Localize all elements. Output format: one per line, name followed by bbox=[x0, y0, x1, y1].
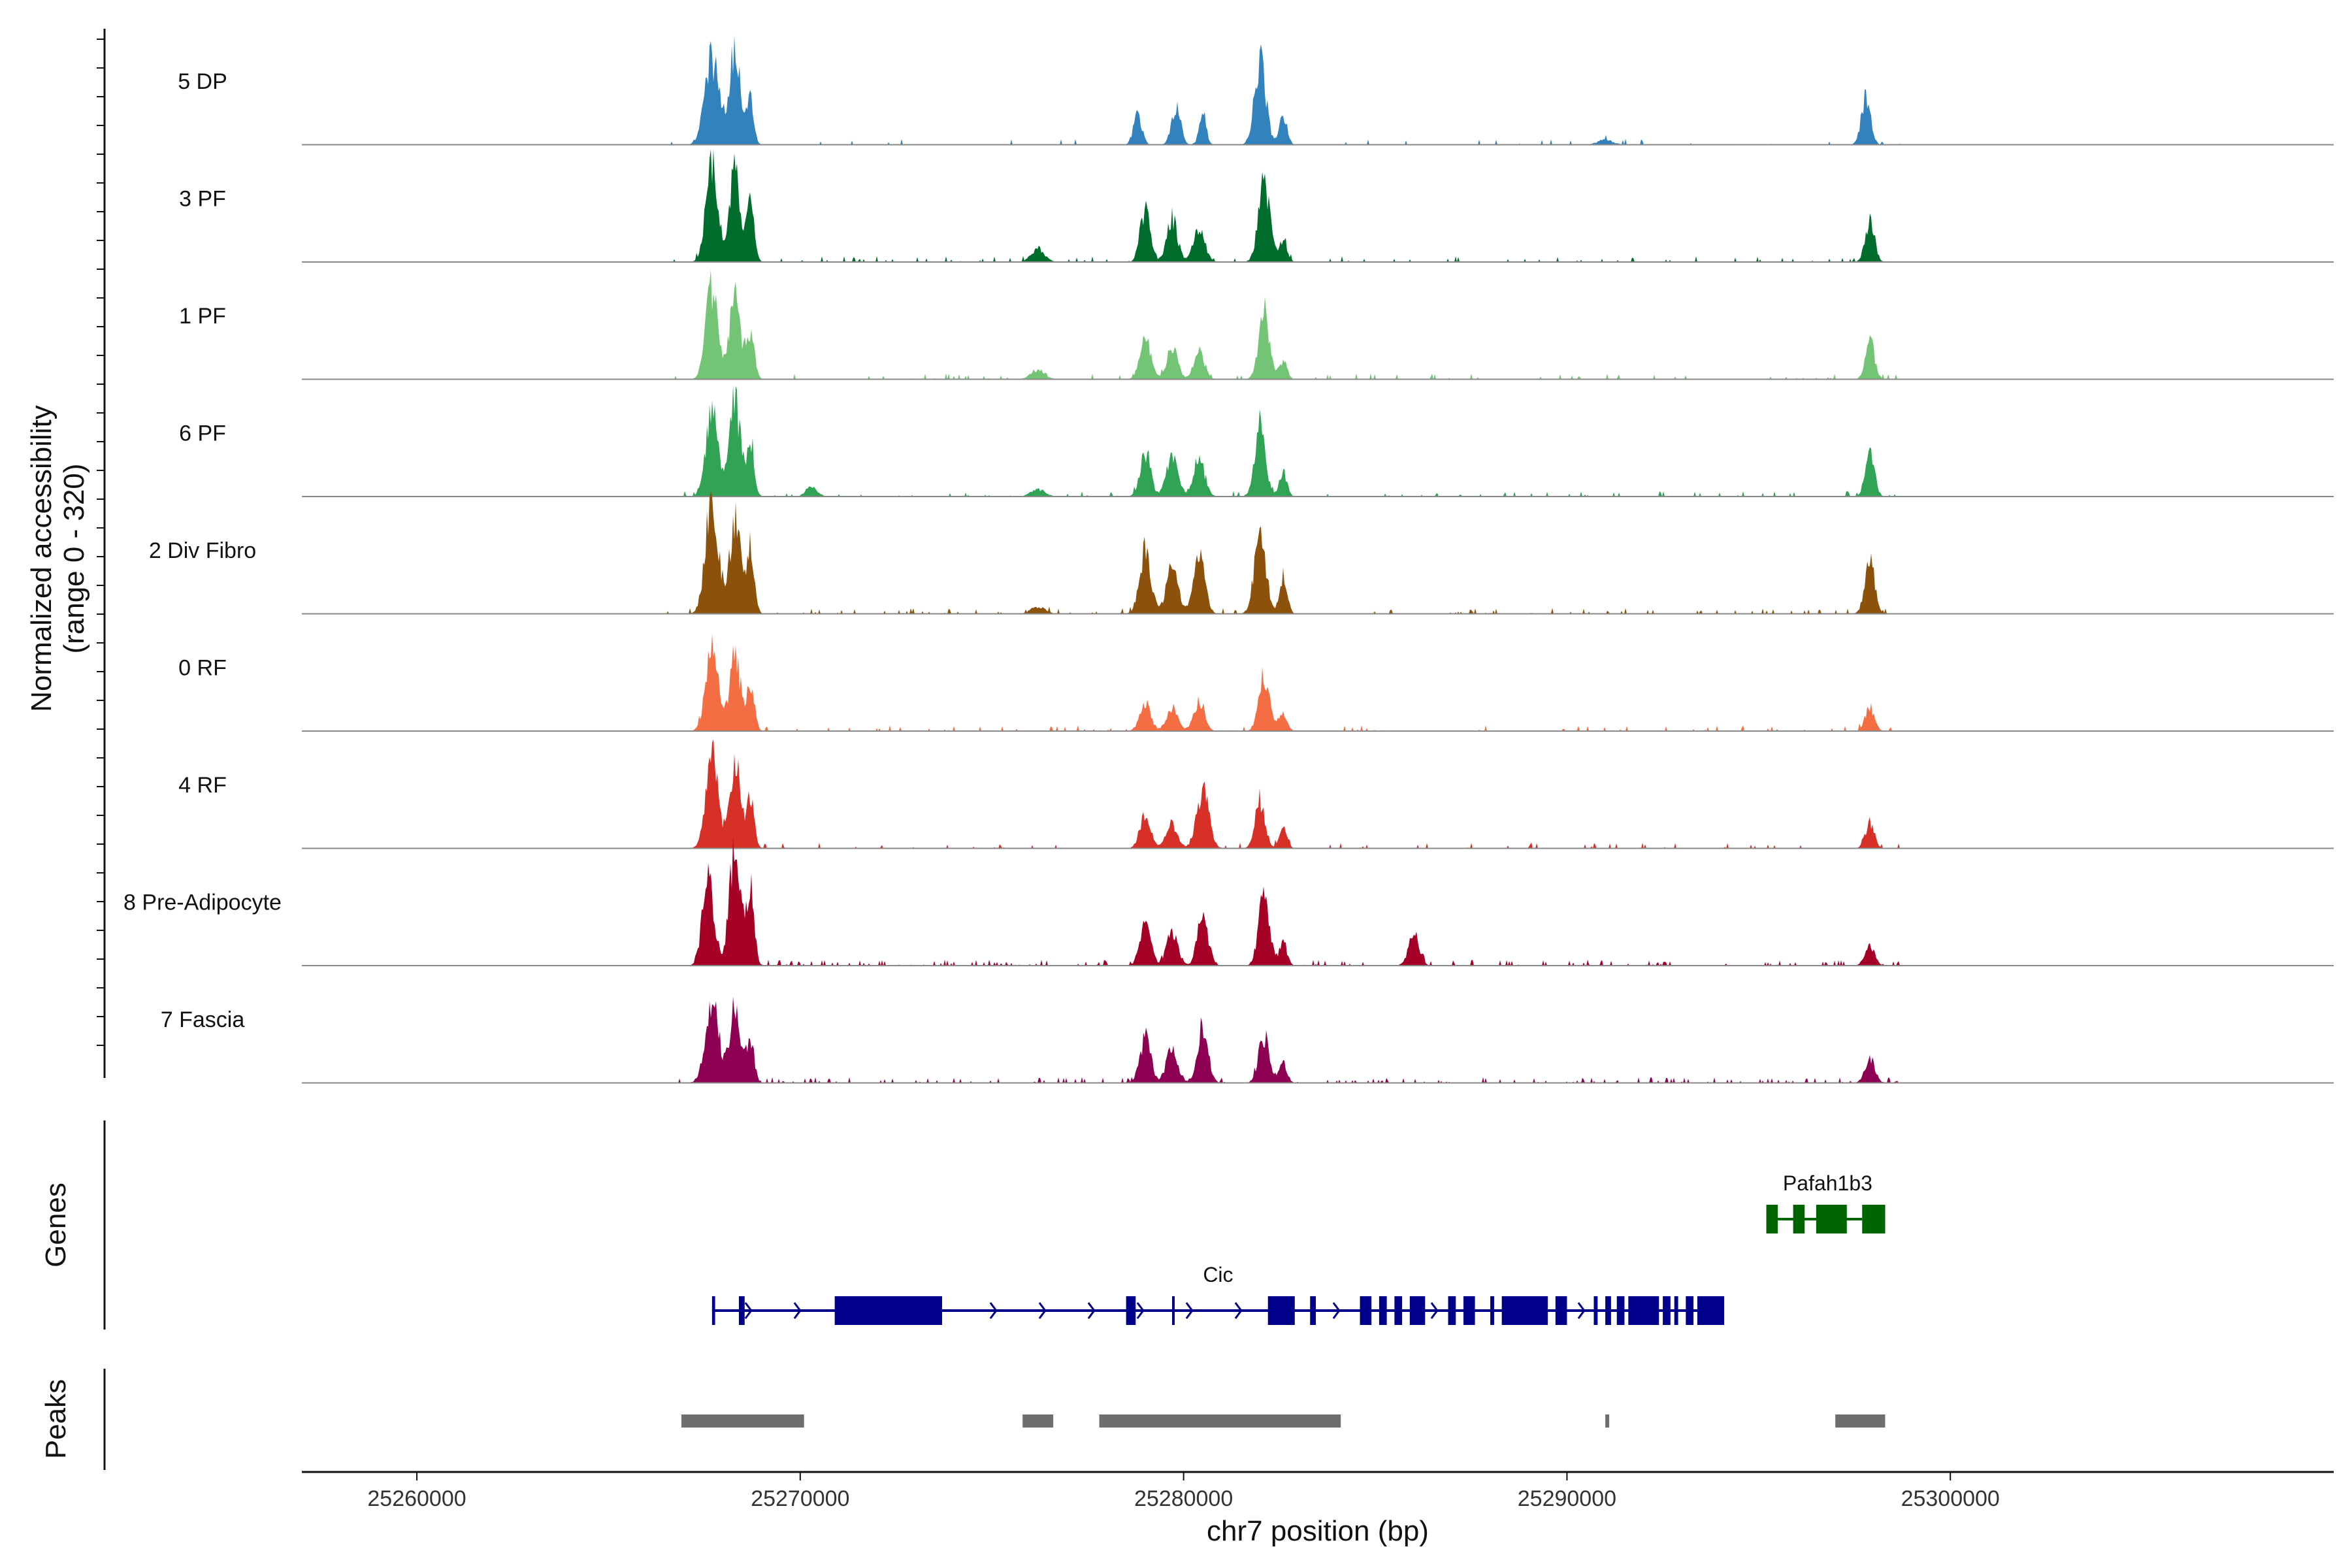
exon-Cic-20 bbox=[1663, 1296, 1671, 1325]
exon-Cic-5 bbox=[1267, 1296, 1295, 1325]
gene-label-Cic: Cic bbox=[1203, 1263, 1233, 1286]
genes-panel: Cic Pafah1b3 bbox=[711, 1171, 1886, 1325]
exon-Cic-17 bbox=[1605, 1296, 1611, 1325]
exon-Cic-3 bbox=[1126, 1296, 1136, 1325]
x-tick-label-4: 25300000 bbox=[1901, 1486, 2000, 1511]
track-label-0: 5 DP bbox=[178, 69, 227, 94]
x-tick-label-0: 25260000 bbox=[367, 1486, 466, 1511]
strand-arrow bbox=[1136, 1302, 1145, 1319]
track-label-7: 8 Pre-Adipocyte bbox=[123, 890, 282, 915]
x-tick-label-3: 25290000 bbox=[1518, 1486, 1616, 1511]
exon-Pafah1b3-3 bbox=[1862, 1205, 1886, 1233]
y-axis-title-range: (range 0 - 320) bbox=[58, 463, 90, 653]
exon-Pafah1b3-0 bbox=[1766, 1205, 1778, 1233]
genes-panel-title: Genes bbox=[40, 1183, 72, 1267]
peaks-panel bbox=[681, 1414, 1886, 1428]
track-label-2: 1 PF bbox=[179, 304, 226, 329]
exon-Cic-13 bbox=[1490, 1296, 1494, 1325]
exon-Cic-15 bbox=[1555, 1296, 1567, 1325]
y-axis-title-line1: Normalized accessibility bbox=[25, 405, 57, 711]
track-label-6: 4 RF bbox=[178, 773, 227, 798]
exon-Cic-19 bbox=[1628, 1296, 1659, 1325]
coverage-track-0 bbox=[666, 35, 1901, 145]
track-label-8: 7 Fascia bbox=[161, 1007, 245, 1032]
coverage-track-3 bbox=[666, 385, 1901, 497]
peak-region-1 bbox=[1022, 1414, 1054, 1428]
exon-Cic-7 bbox=[1360, 1296, 1372, 1325]
x-tick-label-2: 25280000 bbox=[1134, 1486, 1233, 1511]
coverage-track-5 bbox=[666, 634, 1901, 731]
strand-arrow bbox=[744, 1302, 753, 1319]
x-axis-ticks: 25260000 25270000 25280000 25290000 25300000 bbox=[367, 1472, 2000, 1511]
gene-label-Pafah1b3: Pafah1b3 bbox=[1783, 1171, 1872, 1195]
y-axis-title: Normalized accessibility bbox=[25, 405, 57, 711]
exon-Cic-8 bbox=[1379, 1296, 1387, 1325]
coverage-track-8 bbox=[666, 996, 1901, 1083]
strand-arrow bbox=[793, 1302, 802, 1319]
exon-Cic-10 bbox=[1409, 1296, 1426, 1325]
exon-Cic-16 bbox=[1593, 1296, 1598, 1325]
track-label-1: 3 PF bbox=[179, 187, 226, 212]
peaks-panel-title: Peaks bbox=[40, 1379, 72, 1459]
y-axis-title-line2: (range 0 - 320) bbox=[58, 463, 90, 653]
peak-region-2 bbox=[1099, 1414, 1341, 1428]
coverage-tracks: 5 DP 3 PF 1 PF 6 PF 2 Div Fibro 0 RF 4 RF 8 Pre… bbox=[123, 35, 2334, 1084]
track-label-5: 0 RF bbox=[178, 656, 227, 681]
exon-Cic-14 bbox=[1501, 1296, 1548, 1325]
exon-Cic-1 bbox=[738, 1296, 745, 1325]
tracks-y-ticks bbox=[97, 39, 105, 1046]
strand-arrow bbox=[1577, 1302, 1586, 1319]
exon-Cic-9 bbox=[1394, 1296, 1403, 1325]
coverage-track-4 bbox=[666, 491, 1901, 614]
peak-region-0 bbox=[681, 1414, 804, 1428]
track-label-4: 2 Div Fibro bbox=[149, 538, 256, 563]
peak-region-3 bbox=[1605, 1414, 1610, 1428]
strand-arrow bbox=[1087, 1302, 1096, 1319]
strand-arrow bbox=[1038, 1302, 1047, 1319]
coverage-track-2 bbox=[666, 269, 1901, 380]
exon-Cic-6 bbox=[1310, 1296, 1316, 1325]
exon-Cic-11 bbox=[1448, 1296, 1456, 1325]
coverage-track-6 bbox=[666, 739, 1901, 849]
exon-Cic-18 bbox=[1616, 1296, 1625, 1325]
x-axis-title: chr7 position (bp) bbox=[1207, 1515, 1429, 1547]
strand-arrow bbox=[1430, 1302, 1439, 1319]
exon-Cic-23 bbox=[1697, 1296, 1724, 1325]
peak-region-4 bbox=[1835, 1414, 1886, 1428]
strand-arrow bbox=[989, 1302, 998, 1319]
exon-Pafah1b3-1 bbox=[1793, 1205, 1805, 1233]
strand-arrow bbox=[1332, 1302, 1341, 1319]
coverage-track-7 bbox=[666, 837, 1901, 966]
exon-Cic-0 bbox=[711, 1296, 715, 1325]
exon-Cic-4 bbox=[1172, 1296, 1175, 1325]
exon-Cic-22 bbox=[1686, 1296, 1694, 1325]
strand-arrow bbox=[1234, 1302, 1243, 1319]
exon-Cic-21 bbox=[1674, 1296, 1678, 1325]
strand-arrow bbox=[1185, 1302, 1194, 1319]
coverage-track-1 bbox=[666, 149, 1901, 262]
exon-Cic-12 bbox=[1463, 1296, 1475, 1325]
track-label-3: 6 PF bbox=[179, 421, 226, 446]
exon-Pafah1b3-2 bbox=[1816, 1205, 1847, 1233]
exon-Cic-2 bbox=[834, 1296, 942, 1325]
x-tick-label-1: 25270000 bbox=[751, 1486, 849, 1511]
